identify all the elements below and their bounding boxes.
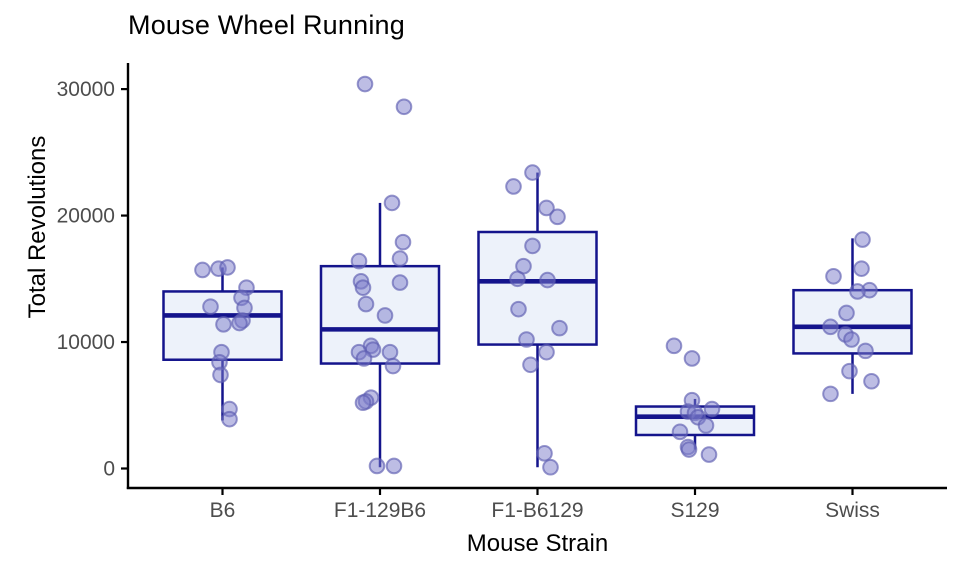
jitter-point	[391, 274, 409, 291]
jitter-point	[822, 385, 839, 403]
box-Swiss	[792, 288, 913, 355]
y-tick-label: 20000	[57, 205, 115, 228]
jitter-point	[838, 304, 855, 322]
jitter-point	[202, 298, 219, 315]
jitter-point	[857, 342, 874, 360]
jitter-point	[680, 441, 698, 458]
jitter-point	[194, 261, 211, 279]
jitter-point	[383, 194, 401, 212]
jitter-point	[522, 356, 539, 374]
y-axis-title: Total Revolutions	[24, 135, 51, 319]
jitter-point	[697, 417, 715, 434]
jitter-point	[863, 372, 880, 390]
jitter-point	[510, 300, 527, 318]
jitter-point	[354, 279, 372, 296]
jitter-point	[700, 446, 718, 463]
jitter-point	[671, 423, 689, 441]
jitter-point	[538, 199, 555, 217]
jitter-point	[843, 331, 860, 348]
jitter-point	[542, 458, 559, 476]
jitter-point	[549, 208, 566, 226]
jitter-point	[350, 252, 368, 270]
chart-title: Mouse Wheel Running	[128, 10, 405, 40]
jitter-point	[212, 366, 229, 384]
y-tick-label: 30000	[57, 78, 115, 101]
jitter-point	[215, 316, 232, 333]
jitter-point	[849, 283, 866, 300]
jitter-point	[825, 267, 842, 285]
jitter-point	[683, 350, 701, 367]
jitter-point	[853, 260, 870, 277]
jitter-point	[356, 75, 374, 93]
jitter-point	[703, 400, 721, 418]
y-tick-label: 0	[103, 458, 115, 481]
jitter-point	[381, 343, 399, 361]
jitter-point	[518, 331, 535, 348]
jitter-point	[221, 410, 238, 428]
x-tick-label: F1-129B6	[334, 499, 426, 522]
x-tick-label: B6	[210, 499, 236, 522]
jitter-point	[395, 98, 413, 116]
x-tick-label: S129	[670, 499, 719, 522]
x-axis-title: Mouse Strain	[466, 530, 609, 557]
jitter-point	[524, 237, 541, 255]
jitter-point	[394, 233, 412, 251]
jitter-point	[536, 445, 553, 462]
jitter-point	[355, 350, 373, 367]
jitter-point	[524, 164, 541, 181]
jitter-point	[385, 457, 403, 475]
jitter-point	[551, 319, 568, 337]
jitter-point	[368, 457, 386, 475]
y-tick-label: 10000	[57, 331, 115, 354]
jitter-point	[219, 259, 236, 276]
jitter-point	[841, 362, 858, 380]
jitter-point	[822, 318, 839, 336]
x-tick-label: Swiss	[825, 499, 880, 522]
x-tick-label: F1-B6129	[491, 499, 583, 522]
jitter-point	[854, 231, 871, 248]
jitter-point	[391, 250, 409, 267]
jitter-point	[231, 314, 248, 332]
jitter-point	[384, 357, 402, 375]
jitter-point	[509, 270, 526, 288]
jitter-point	[357, 295, 375, 313]
jitter-point	[376, 307, 394, 324]
jitter-point	[538, 343, 555, 361]
jitter-point	[539, 271, 556, 289]
jitter-point	[505, 178, 522, 195]
jitter-point	[354, 394, 372, 412]
jitter-point	[665, 337, 683, 355]
